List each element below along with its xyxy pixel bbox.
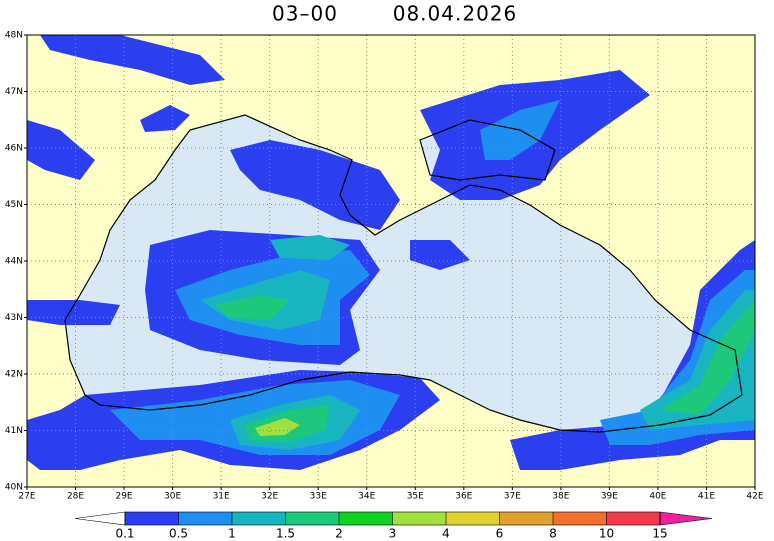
colorbar-segment (499, 512, 553, 525)
lon-label: 27E (18, 492, 35, 502)
lat-label: 45N (5, 200, 23, 210)
colorbar-label: 1 (228, 527, 236, 541)
grid (27, 35, 755, 487)
colorbar-segment (446, 512, 500, 525)
colorbar-label: 1.5 (276, 527, 295, 541)
map-area (26, 34, 756, 488)
lon-label: 31E (213, 492, 230, 502)
lat-label: 43N (5, 313, 23, 323)
lat-label: 47N (5, 87, 23, 97)
coastline (64, 114, 743, 433)
title-time: 03–00 (272, 2, 338, 26)
title-date: 08.04.2026 (393, 2, 518, 26)
lon-label: 29E (115, 492, 132, 502)
lon-label: 34E (358, 492, 375, 502)
lon-label: 35E (407, 492, 424, 502)
colorbar-segment (285, 512, 339, 525)
colorbar-label: 2 (335, 527, 343, 541)
colorbar-segment (606, 512, 660, 525)
colorbar-label: 3 (389, 527, 397, 541)
colorbar-label: 8 (549, 527, 557, 541)
lon-label: 36E (455, 492, 472, 502)
colorbar-label: 0.1 (115, 527, 134, 541)
lon-label: 37E (504, 492, 521, 502)
lon-label: 30E (164, 492, 181, 502)
colorbar-segment (125, 512, 179, 525)
colorbar-segment (392, 512, 446, 525)
colorbar-label: 4 (442, 527, 450, 541)
lon-label: 33E (310, 492, 327, 502)
colorbar-segment (178, 512, 232, 525)
lat-label: 46N (5, 144, 23, 154)
lon-label: 41E (698, 492, 715, 502)
lon-label: 32E (261, 492, 278, 502)
lon-label: 40E (649, 492, 666, 502)
ticks: 27E 28E 29E 30E 31E 32E 33E 34E 35E 36E 37E 38E 39E 4… (5, 31, 764, 502)
lat-label: 48N (5, 31, 23, 41)
colorbar-segment (553, 512, 607, 525)
lon-label: 38E (552, 492, 569, 502)
colorbar: 0.1 0.5 1 1.5 2 3 4 6 8 10 15 (74, 511, 713, 541)
lon-label: 39E (601, 492, 618, 502)
colorbar-segment (339, 512, 393, 525)
lon-label: 28E (67, 492, 84, 502)
lat-label: 41N (5, 426, 23, 436)
lon-label: 42E (746, 492, 763, 502)
precip-peak (255, 418, 300, 436)
colorbar-label: 10 (599, 527, 614, 541)
colorbar-label: 15 (652, 527, 667, 541)
lat-label: 42N (5, 370, 23, 380)
lat-label: 40N (5, 483, 23, 493)
colorbar-segment (232, 512, 286, 525)
colorbar-label: 6 (496, 527, 504, 541)
lat-label: 44N (5, 257, 23, 267)
colorbar-label: 0.5 (169, 527, 188, 541)
